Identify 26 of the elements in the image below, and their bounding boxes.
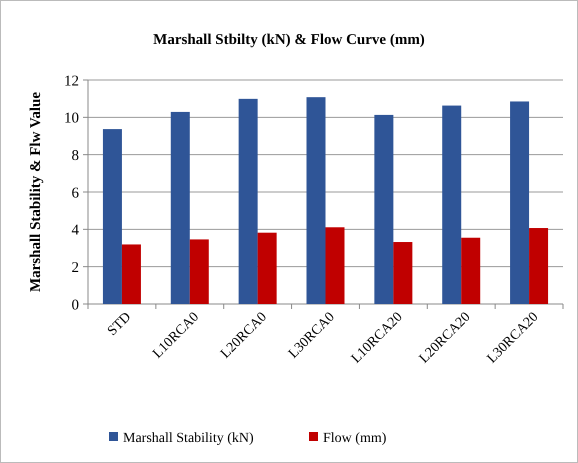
bar bbox=[306, 97, 326, 304]
bar bbox=[393, 242, 412, 304]
y-tick-label: 0 bbox=[72, 297, 79, 314]
bar bbox=[102, 129, 122, 304]
bar bbox=[326, 227, 344, 304]
bar bbox=[122, 244, 141, 304]
bar bbox=[442, 106, 462, 304]
y-tick-label: 6 bbox=[72, 185, 80, 202]
bar bbox=[529, 228, 548, 304]
bar bbox=[374, 114, 394, 304]
legend-label: Flow (mm) bbox=[323, 430, 387, 446]
x-tick-label: STD bbox=[104, 310, 134, 339]
y-tick-label: 10 bbox=[64, 110, 79, 127]
y-tick-label: 12 bbox=[64, 73, 79, 90]
y-axis-title: Marshall Stability & Flw Value bbox=[28, 92, 44, 292]
chart-title: Marshall Stbilty (kN) & Flow Curve (mm) bbox=[153, 32, 425, 48]
bar bbox=[510, 101, 530, 304]
y-tick-label: 8 bbox=[72, 148, 79, 164]
y-tick-label: 4 bbox=[72, 222, 80, 239]
bar bbox=[190, 239, 209, 304]
bar bbox=[461, 238, 480, 304]
bar bbox=[170, 112, 190, 304]
bar bbox=[258, 232, 277, 304]
bar bbox=[238, 98, 258, 304]
legend-label: Marshall Stability (kN) bbox=[123, 430, 254, 446]
y-tick-label: 2 bbox=[72, 260, 79, 276]
